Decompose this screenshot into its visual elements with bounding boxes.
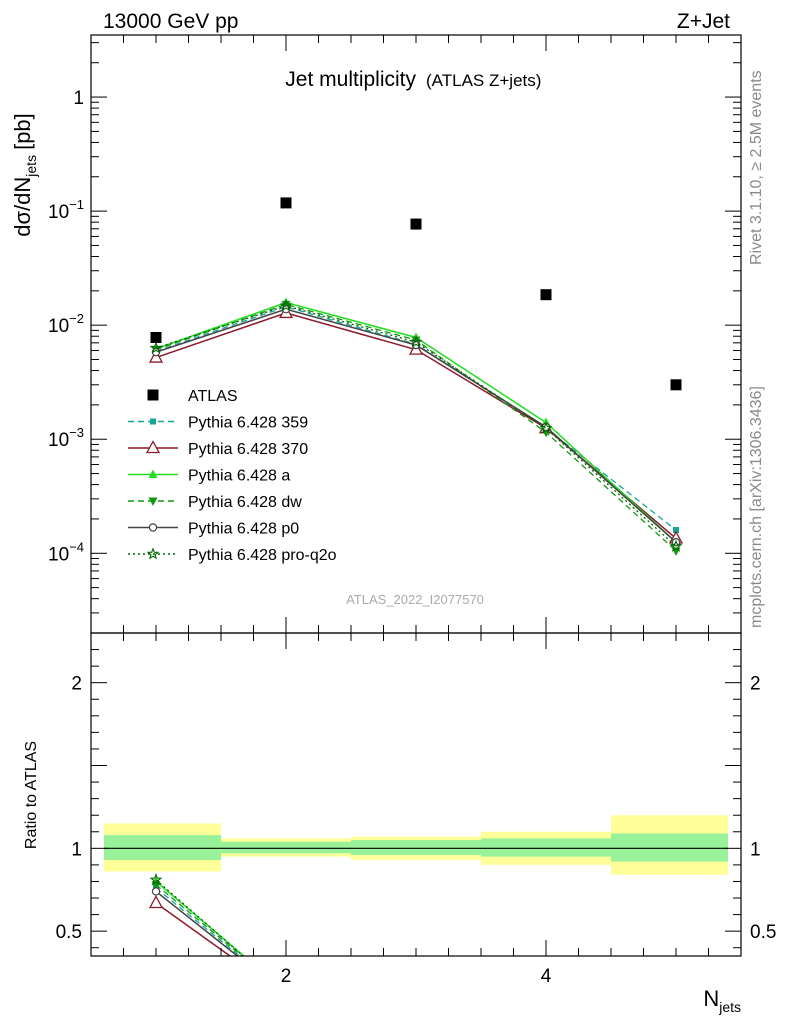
y-tick-label: 10−2 (48, 311, 84, 337)
ratio-point (151, 887, 161, 896)
data-point (279, 298, 293, 312)
ratio-line (155, 879, 245, 956)
uncertainty-band-inner (104, 835, 221, 860)
data-point (409, 335, 423, 348)
svg-text:dσ/dNjets[pb]: dσ/dNjets [pb] (10, 113, 39, 237)
legend-item: ATLAS (147, 388, 238, 405)
legend-label: Pythia 6.428 359 (188, 415, 308, 432)
ratio-y-tick-label-left: 0.5 (56, 922, 82, 943)
main-plot-panel: 10−4 10−3 10−2 10−1 1 Jet multiplicity (ATLA… (10, 34, 742, 634)
legend: ATLAS Pythia 6.428 359 Pythia 6.428 370 Pyt… (128, 388, 337, 564)
data-point (151, 347, 161, 357)
legend-marker (148, 469, 158, 478)
ratio-series-5 (151, 887, 239, 956)
legend-item: Pythia 6.428 dw (128, 494, 302, 511)
ylabel-sub: jets (23, 155, 39, 178)
ratio-point (149, 873, 163, 886)
legend-marker (150, 418, 156, 425)
plot-title: Jet multiplicity (285, 68, 416, 91)
data-point (150, 331, 162, 343)
legend-label: Pythia 6.428 dw (188, 494, 302, 511)
ratio-series-2 (148, 895, 232, 956)
uncertainty-band-inner (481, 838, 611, 857)
legend-label: Pythia 6.428 370 (188, 441, 308, 458)
data-point (280, 197, 292, 209)
legend-item: Pythia 6.428 pro-q2o (128, 547, 337, 564)
legend-label: Pythia 6.428 pro-q2o (188, 547, 337, 564)
ratio-y-tick-label-left: 1 (71, 839, 82, 860)
x-axis-label: Njets (703, 986, 741, 1015)
xlabel-main: N (703, 986, 719, 1011)
y-tick-label: 1 (73, 88, 84, 109)
uncertainty-band-inner (221, 841, 351, 854)
header-right: Z+Jet (677, 10, 730, 33)
ratio-series-4 (151, 881, 243, 956)
ratio-y-tick-label-left: 2 (71, 674, 82, 695)
ylabel-unit: [pb] (10, 113, 35, 150)
legend-label: Pythia 6.428 p0 (188, 521, 299, 538)
y-tick-label: 10−1 (48, 197, 84, 223)
data-point (670, 379, 682, 391)
ratio-y-tick-label-right: 2 (750, 674, 761, 695)
legend-marker (148, 497, 158, 506)
legend-marker (145, 440, 161, 454)
x-tick-label: 2 (281, 966, 292, 987)
legend-marker (148, 523, 158, 532)
mcplots-reference-text: mcplots.cern.ch [arXiv:1306.3436] (748, 386, 765, 628)
main-y-axis-label: dσ/dNjets [pb] (10, 113, 39, 237)
ratio-plot-panel: 2 4 0.5 0.5 1 1 2 2 Ratio to ATLAS Njets (23, 632, 776, 1015)
ratio-y-tick-label-right: 0.5 (750, 922, 776, 943)
plot-subtitle: (ATLAS Z+jets) (426, 71, 541, 90)
ratio-series-1 (153, 885, 241, 956)
ratio-y-tick-label-right: 1 (750, 839, 761, 860)
ratio-y-axis-label: Ratio to ATLAS (23, 741, 40, 849)
ratio-line (155, 887, 241, 956)
ylabel-main: dσ/dN (10, 177, 35, 237)
data-point (149, 341, 163, 354)
analysis-watermark: ATLAS_2022_I2077570 (346, 592, 484, 607)
ratio-frame (90, 632, 742, 957)
ratio-point (148, 895, 164, 909)
data-point (539, 421, 553, 434)
legend-item: Pythia 6.428 p0 (128, 521, 299, 538)
header-left: 13000 GeV pp (103, 10, 238, 33)
uncertainty-band-inner (611, 833, 728, 862)
legend-marker (146, 547, 160, 560)
legend-item: Pythia 6.428 359 (128, 415, 308, 432)
ratio-line (155, 890, 239, 956)
series-6 (149, 298, 683, 552)
rivet-version-text: Rivet 3.1.10, ≥ 2.5M events (748, 70, 765, 265)
x-tick-label: 4 (541, 966, 552, 987)
data-point (540, 289, 552, 301)
xlabel-sub: jets (718, 999, 741, 1015)
data-point (148, 349, 164, 363)
series-line (155, 305, 677, 547)
data-point (669, 539, 683, 552)
legend-marker (147, 389, 159, 401)
data-point (410, 218, 422, 230)
uncertainty-band-inner (351, 840, 481, 855)
y-tick-label: 10−4 (48, 539, 84, 565)
legend-label: Pythia 6.428 a (188, 468, 290, 485)
legend-item: Pythia 6.428 370 (128, 440, 308, 458)
ratio-series-6 (149, 873, 245, 956)
y-tick-label: 10−3 (48, 425, 84, 451)
ratio-line (155, 884, 243, 956)
data-point (673, 526, 679, 533)
legend-item: Pythia 6.428 a (128, 468, 290, 485)
legend-label: ATLAS (188, 388, 238, 405)
series-data-points (150, 197, 682, 391)
